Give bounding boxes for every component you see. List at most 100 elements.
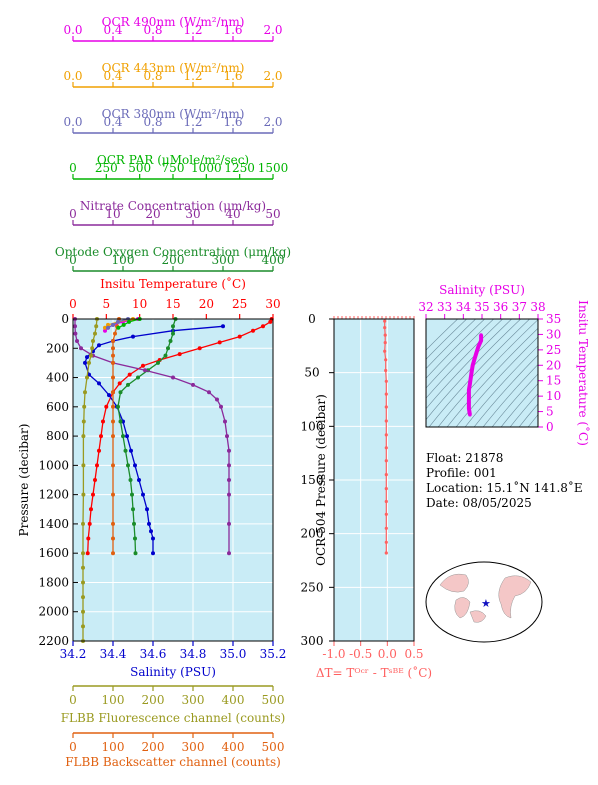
main-y-tick-label: 1000	[38, 458, 69, 472]
dt-point	[384, 526, 388, 530]
top-tick-label-oxygen: 100	[112, 253, 135, 267]
top-axis-label-ocr443: OCR 443nm (W/m²/nm)	[102, 61, 245, 75]
point-nitrate-concentration	[223, 419, 227, 424]
dt-y-tick-label: 0	[308, 312, 316, 326]
map-land-asia	[439, 573, 469, 593]
main-y-tick-label: 800	[46, 429, 69, 443]
top-tick-label-par: 1500	[258, 161, 289, 175]
series-line-ocr-380nm	[107, 318, 129, 329]
ts-point	[474, 351, 479, 355]
top-tick-label-ocr380: 0.8	[143, 115, 162, 129]
bottom-tick-label-backscatter: 200	[142, 740, 165, 754]
point-ocr-443nm	[106, 322, 110, 327]
point-optode-oxygen-concentration	[163, 353, 168, 358]
point-optode-oxygen-concentration	[136, 375, 140, 380]
float-id: Float: 21878	[426, 451, 503, 465]
point-insitu-temperature	[86, 536, 91, 541]
dt-y-axis-label: OCR-504 Pressure (decibar)	[314, 394, 328, 566]
ts-point	[476, 345, 481, 349]
point-salinity	[129, 448, 133, 453]
top-tick-label-temp: 25	[232, 297, 247, 311]
ts-density-contour	[426, 319, 495, 389]
ts-density-contour	[437, 319, 538, 427]
top-tick-label-nitrate: 20	[145, 207, 160, 221]
point-nitrate-concentration	[73, 331, 78, 336]
ts-density-contour	[446, 327, 538, 427]
dt-point	[384, 487, 388, 491]
ts-x-tick-label: 36	[493, 300, 508, 314]
main-y-tick-label: 2000	[38, 605, 69, 619]
top-tick-label-par: 0	[69, 161, 77, 175]
point-flbb-fluorescence-channel	[82, 404, 87, 409]
ts-y-tick-label: 20	[546, 358, 561, 372]
point-insitu-temperature	[261, 324, 265, 329]
top-axis-label-oxygen: Optode Oxygen Concentration (μm/kg)	[55, 245, 291, 259]
top-tick-label-ocr443: 2.0	[263, 69, 282, 83]
point-optode-oxygen-concentration	[126, 463, 130, 468]
series-line-ocr-par	[117, 318, 140, 329]
top-tick-label-ocr443: 0.4	[103, 69, 122, 83]
top-tick-label-temp: 20	[199, 297, 214, 311]
ts-y-tick-label: 5	[546, 405, 554, 419]
point-flbb-fluorescence-channel	[94, 324, 99, 329]
main-y-tick-label: 1800	[38, 575, 69, 589]
bottom-tick-label-backscatter: 300	[182, 740, 205, 754]
point-flbb-fluorescence-channel	[87, 360, 91, 365]
top-tick-label-par: 250	[95, 161, 118, 175]
point-insitu-temperature	[268, 319, 273, 324]
ts-y-axis-label: Insitu Temperature (˚C)	[576, 300, 591, 446]
dt-plot-frame	[333, 318, 415, 642]
point-flbb-fluorescence-channel	[81, 492, 86, 497]
point-nitrate-concentration	[215, 397, 219, 402]
bottom-tick-label-backscatter: 400	[222, 740, 245, 754]
top-axis-label-temp: Insitu Temperature (˚C)	[100, 276, 246, 291]
point-nitrate-concentration	[171, 375, 175, 380]
ts-density-contour	[428, 319, 531, 427]
point-salinity	[221, 324, 225, 329]
point-insitu-temperature	[93, 478, 97, 482]
point-nitrate-concentration	[73, 324, 77, 329]
point-insitu-temperature	[237, 334, 242, 339]
float-info: Float: 21878 Profile: 001 Location: 15.1…	[426, 451, 583, 510]
ts-y-tick-label: 35	[546, 312, 561, 326]
point-ocr-par	[116, 325, 121, 330]
ts-density-contour	[426, 319, 486, 379]
point-optode-oxygen-concentration	[116, 404, 120, 409]
point-salinity	[151, 536, 155, 541]
point-salinity	[151, 551, 155, 556]
point-flbb-fluorescence-channel	[91, 339, 95, 343]
point-flbb-fluorescence-channel	[81, 521, 85, 526]
ts-density-contour	[426, 319, 522, 421]
point-insitu-temperature	[87, 521, 92, 526]
top-tick-label-par: 500	[128, 161, 151, 175]
point-insitu-temperature	[141, 363, 145, 368]
point-insitu-temperature	[104, 404, 109, 409]
ts-point	[469, 375, 473, 380]
ts-point	[479, 333, 483, 337]
bottom-tick-label-salinity: 34.2	[60, 647, 87, 661]
point-flbb-backscatter-channel	[111, 536, 115, 541]
point-insitu-temperature	[217, 340, 222, 345]
dt-point	[384, 433, 388, 437]
point-optode-oxygen-concentration	[133, 536, 137, 541]
bottom-tick-label-backscatter: 500	[262, 740, 285, 754]
point-nitrate-concentration	[219, 404, 223, 409]
point-salinity	[141, 492, 145, 497]
point-optode-oxygen-concentration	[130, 492, 134, 497]
point-insitu-temperature	[127, 372, 132, 377]
top-tick-label-oxygen: 400	[262, 253, 285, 267]
point-insitu-temperature	[91, 492, 95, 497]
point-nitrate-concentration	[227, 478, 231, 482]
ts-density-contour	[426, 319, 513, 410]
point-nitrate-concentration	[75, 339, 79, 343]
dt-point	[384, 473, 388, 477]
ts-density-contour	[509, 393, 538, 427]
ts-y-tick-label: 10	[546, 389, 561, 403]
ts-y-tick-label: 25	[546, 343, 561, 357]
top-tick-label-nitrate: 50	[265, 207, 280, 221]
dt-point	[384, 446, 388, 450]
top-tick-label-nitrate: 30	[185, 207, 200, 221]
bottom-tick-label-fluor: 500	[262, 693, 285, 707]
top-tick-label-nitrate: 40	[225, 207, 240, 221]
